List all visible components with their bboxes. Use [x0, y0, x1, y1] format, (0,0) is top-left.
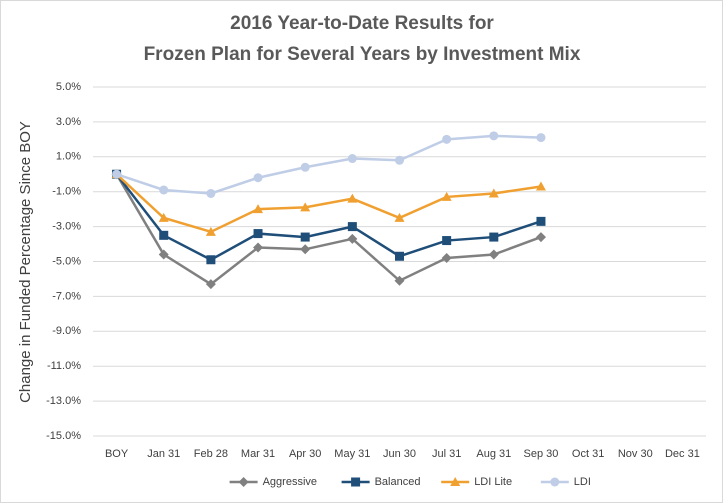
y-tick-label: -7.0%: [52, 290, 81, 302]
marker: [205, 226, 216, 236]
y-tick-label: -11.0%: [47, 360, 81, 372]
y-tick-label: 1.0%: [56, 151, 81, 163]
marker: [488, 188, 499, 198]
marker: [159, 230, 169, 240]
marker: [253, 204, 264, 214]
x-tick-label: Jul 31: [432, 448, 461, 460]
y-tick-label: -1.0%: [52, 186, 81, 198]
series-line: [115, 173, 542, 286]
x-tick-label: Dec 31: [665, 448, 700, 460]
x-tick-label: Jan 31: [147, 448, 180, 460]
x-tick-label: May 31: [334, 448, 370, 460]
marker: [442, 236, 452, 246]
marker: [351, 477, 361, 487]
marker: [535, 181, 546, 191]
y-tick-label: -9.0%: [52, 325, 81, 337]
marker: [488, 249, 499, 260]
legend-label: Balanced: [375, 476, 421, 488]
legend-label: LDI Lite: [474, 476, 512, 488]
y-tick-label: 3.0%: [56, 116, 81, 128]
chart-title: 2016 Year-to-Date Results for: [230, 13, 494, 34]
marker: [205, 279, 216, 290]
marker: [536, 216, 546, 226]
chart-title: Frozen Plan for Several Years by Investm…: [144, 44, 581, 65]
x-tick-label: Feb 28: [194, 448, 228, 460]
series-line: [116, 134, 542, 195]
marker: [238, 477, 249, 487]
marker: [158, 212, 169, 222]
marker: [394, 212, 405, 222]
marker: [253, 242, 264, 253]
marker: [394, 275, 405, 286]
marker: [536, 133, 546, 143]
marker: [395, 155, 404, 165]
y-tick-label: -15.0%: [46, 430, 81, 442]
marker: [347, 193, 358, 203]
y-tick-label: 5.0%: [56, 81, 81, 93]
marker: [535, 232, 546, 243]
marker: [450, 477, 461, 486]
marker: [300, 232, 310, 242]
marker: [441, 191, 452, 201]
marker: [253, 229, 263, 239]
marker: [300, 162, 310, 172]
x-tick-label: Oct 31: [572, 448, 604, 460]
marker: [347, 233, 358, 244]
marker: [112, 169, 122, 179]
marker: [300, 244, 311, 255]
marker: [442, 134, 452, 144]
y-tick-label: -3.0%: [52, 221, 81, 233]
marker: [441, 253, 452, 264]
series-line: [115, 173, 542, 262]
marker: [158, 249, 169, 260]
marker: [253, 173, 263, 183]
x-tick-label: Aug 31: [476, 448, 511, 460]
y-tick-label: -5.0%: [52, 255, 81, 267]
legend-label: LDI: [574, 476, 591, 488]
marker: [347, 154, 357, 164]
y-axis-label: Change in Funded Percentage Since BOY: [17, 121, 34, 403]
x-tick-label: Jun 30: [383, 448, 416, 460]
marker: [300, 202, 311, 212]
x-tick-label: Nov 30: [618, 448, 653, 460]
marker: [550, 477, 560, 487]
x-tick-label: Apr 30: [289, 448, 321, 460]
x-tick-label: Sep 30: [524, 448, 559, 460]
marker: [395, 251, 404, 261]
marker: [489, 232, 499, 242]
marker: [206, 188, 216, 198]
series-line: [115, 173, 542, 234]
legend-label: Aggressive: [263, 476, 317, 488]
y-tick-label: -13.0%: [46, 395, 81, 407]
x-tick-label: Mar 31: [241, 448, 275, 460]
marker: [347, 222, 357, 232]
marker: [206, 255, 216, 265]
marker: [489, 131, 499, 141]
x-tick-label: BOY: [105, 448, 129, 460]
marker: [159, 185, 169, 195]
